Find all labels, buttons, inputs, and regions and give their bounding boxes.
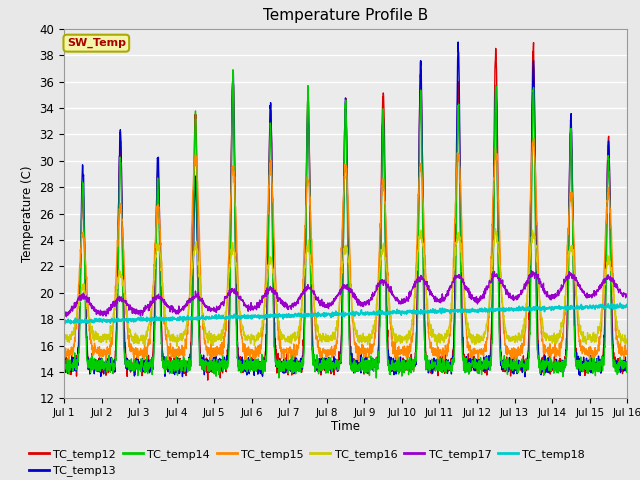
TC_temp14 — [372, 375, 380, 381]
TC_temp12 — [362, 365, 370, 371]
TC_temp12 — [589, 366, 597, 372]
TC_temp12 — [574, 363, 582, 369]
TC_temp15 — [574, 322, 582, 328]
X-axis label: Time: Time — [331, 420, 360, 432]
TC_temp16 — [218, 332, 225, 337]
TC_temp13 — [217, 361, 225, 367]
TC_temp14 — [217, 359, 225, 364]
TC_temp12 — [60, 360, 68, 366]
TC_temp15 — [374, 275, 382, 281]
TC_temp17 — [63, 314, 70, 320]
TC_temp13 — [374, 360, 382, 366]
TC_temp15 — [530, 135, 538, 141]
TC_temp16 — [492, 226, 499, 232]
TC_temp18 — [60, 320, 68, 326]
TC_temp17 — [527, 268, 535, 274]
TC_temp12 — [374, 345, 382, 350]
TC_temp14 — [574, 358, 582, 363]
TC_temp15 — [589, 350, 597, 356]
TC_temp16 — [510, 336, 518, 342]
TC_temp18 — [574, 303, 582, 309]
Line: TC_temp17: TC_temp17 — [64, 271, 627, 317]
TC_temp18 — [509, 308, 517, 314]
Title: Temperature Profile B: Temperature Profile B — [263, 9, 428, 24]
TC_temp13 — [454, 39, 462, 45]
TC_temp17 — [362, 302, 370, 308]
TC_temp16 — [574, 307, 582, 313]
TC_temp16 — [623, 341, 631, 347]
Line: TC_temp14: TC_temp14 — [64, 70, 627, 378]
TC_temp17 — [218, 302, 225, 308]
Line: TC_temp13: TC_temp13 — [64, 42, 627, 377]
TC_temp16 — [362, 337, 370, 343]
TC_temp16 — [60, 335, 68, 340]
TC_temp15 — [217, 346, 225, 352]
TC_temp14 — [375, 354, 383, 360]
TC_temp15 — [509, 346, 517, 351]
Line: TC_temp12: TC_temp12 — [64, 43, 627, 380]
TC_temp18 — [218, 314, 225, 320]
TC_temp17 — [60, 312, 68, 318]
TC_temp14 — [60, 353, 68, 359]
TC_temp13 — [521, 374, 529, 380]
TC_temp15 — [623, 349, 631, 355]
TC_temp18 — [67, 321, 74, 326]
TC_temp13 — [509, 351, 517, 357]
TC_temp18 — [362, 312, 370, 317]
TC_temp15 — [60, 350, 68, 356]
TC_temp15 — [355, 359, 363, 365]
TC_temp17 — [623, 291, 631, 297]
TC_temp16 — [173, 344, 180, 349]
TC_temp13 — [589, 359, 597, 365]
Line: TC_temp16: TC_temp16 — [64, 229, 627, 347]
Line: TC_temp15: TC_temp15 — [64, 138, 627, 362]
TC_temp18 — [623, 301, 631, 307]
TC_temp13 — [623, 359, 631, 365]
TC_temp14 — [229, 67, 237, 72]
TC_temp16 — [374, 287, 382, 293]
TC_temp15 — [362, 354, 370, 360]
TC_temp17 — [374, 281, 382, 287]
TC_temp12 — [509, 368, 517, 374]
TC_temp17 — [509, 298, 517, 303]
TC_temp14 — [510, 366, 518, 372]
TC_temp18 — [589, 302, 597, 308]
TC_temp18 — [374, 311, 382, 316]
TC_temp14 — [623, 367, 631, 373]
TC_temp17 — [574, 279, 582, 285]
TC_temp13 — [574, 362, 582, 368]
TC_temp12 — [530, 40, 538, 46]
TC_temp14 — [362, 363, 370, 369]
TC_temp13 — [60, 363, 68, 369]
TC_temp14 — [589, 363, 597, 369]
TC_temp13 — [362, 361, 370, 367]
TC_temp12 — [204, 377, 212, 383]
TC_temp17 — [589, 293, 597, 299]
Y-axis label: Temperature (C): Temperature (C) — [20, 165, 34, 262]
Text: SW_Temp: SW_Temp — [67, 38, 126, 48]
Line: TC_temp18: TC_temp18 — [64, 303, 627, 324]
TC_temp12 — [218, 362, 225, 368]
TC_temp16 — [589, 329, 597, 335]
TC_temp12 — [623, 359, 631, 365]
Legend: TC_temp12, TC_temp13, TC_temp14, TC_temp15, TC_temp16, TC_temp17, TC_temp18: TC_temp12, TC_temp13, TC_temp14, TC_temp… — [24, 444, 589, 480]
TC_temp18 — [616, 300, 624, 306]
